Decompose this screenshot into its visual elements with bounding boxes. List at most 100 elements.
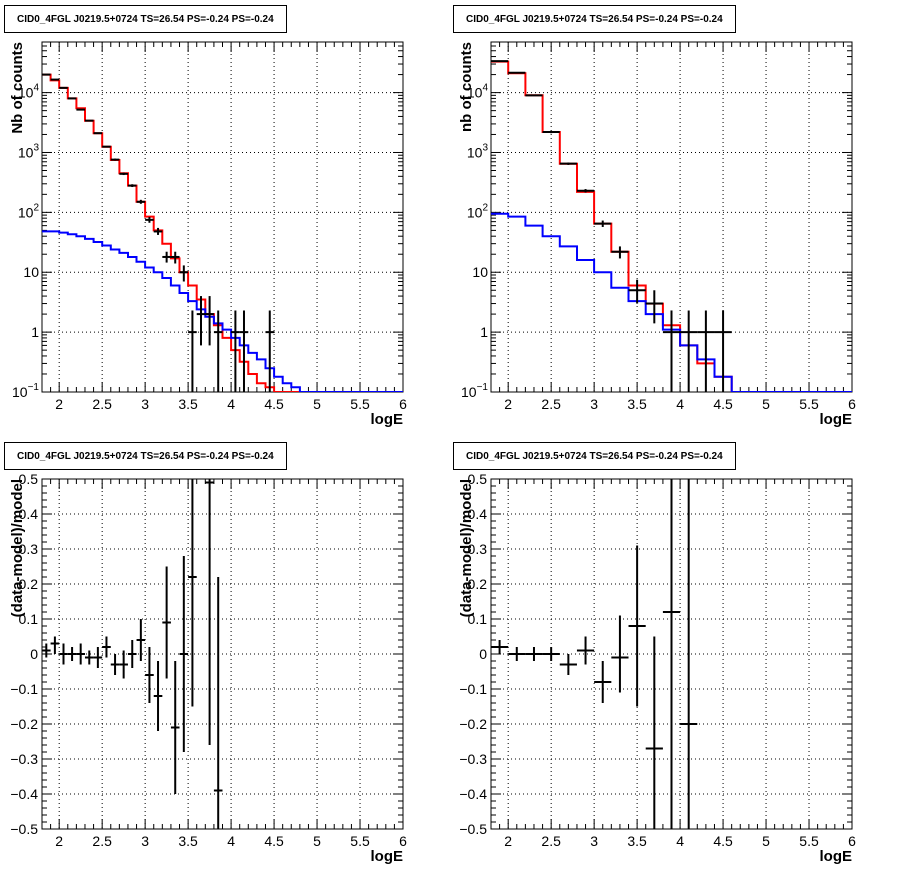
data-point [611, 615, 629, 693]
data-point [119, 172, 128, 176]
data-point [127, 640, 137, 668]
data-point [76, 643, 85, 665]
x-tick-label: 2 [504, 396, 512, 412]
plot-area [42, 479, 223, 829]
chart-title: CID0_4FGL J0219.5+0724 TS=26.54 PS=-0.24… [453, 442, 736, 470]
y-tick-label: 102 [18, 202, 40, 220]
y-tick-label: 0.1 [19, 611, 39, 627]
data-point [491, 640, 509, 654]
x-tick-label: 2.5 [541, 833, 561, 849]
chart-title: CID0_4FGL J0219.5+0724 TS=26.54 PS=-0.24… [4, 5, 287, 33]
data-point [714, 310, 732, 392]
y-tick-label: 0.1 [468, 611, 488, 627]
y-tick-label: 104 [18, 83, 40, 101]
x-tick-label: 4.5 [713, 833, 733, 849]
data-point [136, 199, 146, 204]
data-point [697, 310, 715, 392]
y-tick-label: 10 [472, 264, 488, 280]
chart-title: CID0_4FGL J0219.5+0724 TS=26.54 PS=-0.24… [453, 5, 736, 33]
data-point [145, 647, 154, 703]
data-point [188, 479, 197, 707]
y-tick-label: −0.4 [459, 786, 487, 802]
data-point [525, 94, 543, 97]
x-tick-label: 4 [676, 396, 684, 412]
x-axis-title: logE [371, 411, 404, 428]
panel-counts-right: 2 2.5 3 3.5 4 4.5 5 5.5 6 10−1 1 10 102 103 104 logE nb … [449, 0, 898, 437]
x-tick-label: 5.5 [350, 396, 370, 412]
y-tick-label: −0.4 [10, 786, 38, 802]
data-point [559, 162, 577, 165]
x-tick-label: 2.5 [92, 833, 112, 849]
data-point [645, 290, 663, 324]
x-tick-label: 4.5 [713, 396, 733, 412]
data-point [628, 279, 646, 304]
data-point [67, 647, 77, 661]
y-tick-label: 102 [467, 202, 489, 220]
data-point [119, 650, 128, 679]
data-point [611, 246, 629, 259]
x-tick-label: 6 [848, 833, 856, 849]
data-point [525, 647, 543, 661]
y-tick-label: 104 [467, 83, 489, 101]
y-tick-label: −0.1 [10, 681, 38, 697]
y-tick-label: 10−1 [461, 382, 488, 400]
data-point [110, 654, 120, 675]
y-tick-label: 1 [480, 324, 488, 340]
y-axis-title: (data-model)/model [458, 479, 475, 617]
y-tick-label: 0.4 [19, 506, 39, 522]
model-histogram-line [491, 212, 852, 392]
y-tick-label: 0 [479, 646, 487, 662]
data-point [179, 265, 189, 282]
y-axis-title: Nb of counts [9, 42, 26, 134]
data-point [205, 296, 214, 346]
counts-chart-right: 2 2.5 3 3.5 4 4.5 5 5.5 6 10−1 1 10 102 103 104 logE nb … [458, 41, 856, 428]
grid [491, 42, 853, 393]
counts-chart-left: 2 2.5 3 3.5 4 4.5 5 5.5 6 10−1 1 10 102 103 104 logE Nb … [9, 41, 407, 428]
panel-residuals-left: 2 2.5 3 3.5 4 4.5 5 5.5 6 −0.5 −0.4 −0.3 −0.2 −0.1 0 0.… [0, 437, 449, 874]
x-tick-label: 3 [590, 396, 598, 412]
x-tick-label: 6 [399, 396, 407, 412]
model-histogram-line [42, 230, 403, 392]
data-point [680, 310, 698, 392]
data-point [179, 556, 189, 752]
y-tick-label: 0.2 [468, 576, 488, 592]
x-tick-label: 5 [762, 396, 770, 412]
x-tick-label: 4 [227, 396, 235, 412]
data-point [231, 310, 240, 392]
data-point [508, 71, 526, 74]
data-point [542, 130, 560, 134]
data-point [153, 227, 163, 235]
y-axis-title: (data-model)/model [9, 479, 26, 617]
residual-chart-right: 2 2.5 3 3.5 4 4.5 5 5.5 6 −0.5 −0.4 −0.3 −0.2 −0.1 0 0.… [458, 471, 856, 865]
x-tick-label: 5 [313, 396, 321, 412]
data-point [491, 60, 509, 63]
x-tick-label: 2 [55, 396, 63, 412]
data-point [59, 643, 68, 665]
data-point [162, 251, 171, 263]
y-tick-label: 0.2 [19, 576, 39, 592]
x-tick-label: 2.5 [541, 396, 561, 412]
y-tick-label: −0.3 [10, 751, 38, 767]
x-tick-label: 4.5 [264, 833, 284, 849]
plot-area [42, 73, 403, 392]
y-tick-label: −0.2 [459, 716, 487, 732]
x-tick-label: 3 [141, 396, 149, 412]
data-point [239, 310, 249, 392]
data-point [508, 647, 526, 661]
data-point [188, 310, 197, 392]
data-point [50, 636, 60, 654]
y-tick-label: 0.5 [19, 471, 39, 487]
axis-ticks [490, 478, 853, 830]
data-point [170, 661, 180, 794]
data-point [153, 661, 163, 731]
y-tick-label: 10 [23, 264, 39, 280]
data-point [102, 636, 111, 658]
y-tick-label: −0.1 [459, 681, 487, 697]
y-tick-label: 103 [18, 142, 40, 160]
residual-chart-left: 2 2.5 3 3.5 4 4.5 5 5.5 6 −0.5 −0.4 −0.3 −0.2 −0.1 0 0.… [9, 471, 407, 865]
x-tick-label: 3.5 [178, 833, 198, 849]
x-tick-label: 5.5 [799, 396, 819, 412]
x-axis-title: logE [820, 411, 853, 428]
data-point [127, 184, 137, 188]
x-axis-title: logE [820, 848, 853, 865]
